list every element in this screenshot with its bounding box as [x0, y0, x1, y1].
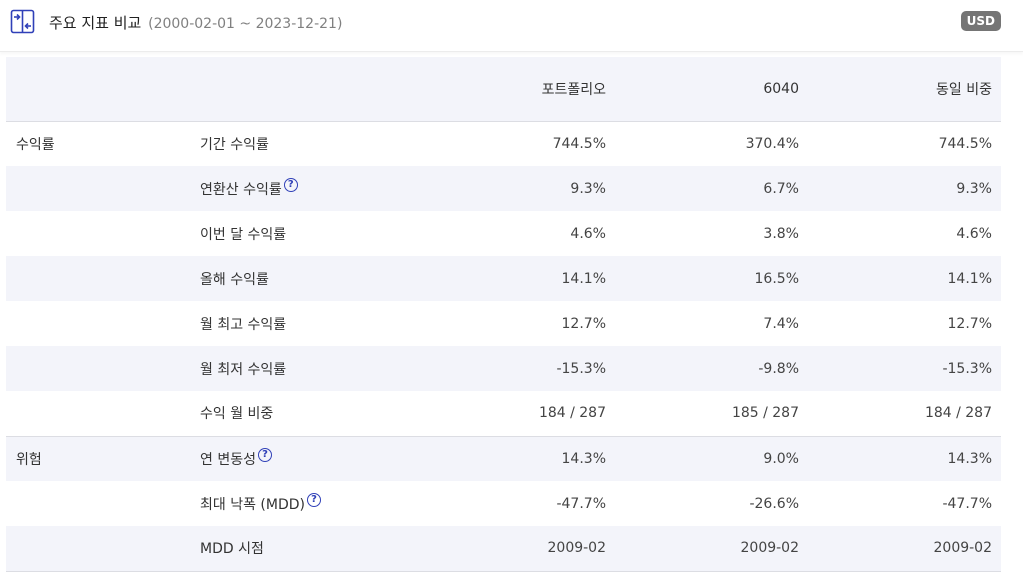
- value-cell: 7.4%: [763, 315, 799, 332]
- column-header: 6040: [615, 57, 808, 122]
- page-header: 주요 지표 비교 (2000-02-01 ~ 2023-12-21) USD: [0, 0, 1023, 52]
- value-cell: 14.1%: [947, 270, 992, 287]
- metrics-table: 포트폴리오 6040 동일 비중 수익률 기간 수익률 744.5% 370.4% 74…: [6, 57, 1001, 572]
- value-cell: 2009-02: [808, 526, 1001, 572]
- value-cell: 9.0%: [763, 450, 799, 467]
- category-label: 수익률: [16, 136, 55, 153]
- help-icon[interactable]: ?: [283, 178, 298, 192]
- value-cell: 6.7%: [763, 180, 799, 197]
- metric-cell: 기간 수익률: [198, 121, 423, 166]
- metric-label: 이번 달 수익률: [200, 226, 287, 243]
- value-cell: 744.5%: [552, 135, 606, 152]
- header-category: [6, 57, 198, 122]
- category-label: [6, 481, 198, 526]
- metric-cell: 연 변동성?: [198, 436, 423, 481]
- category-label: 위험: [16, 451, 42, 468]
- value-cell: 12.7%: [947, 315, 992, 332]
- metric-cell: MDD 시점: [198, 526, 423, 572]
- metric-label: MDD 시점: [200, 541, 264, 558]
- table-row: 월 최저 수익률 -15.3% -9.8% -15.3%: [6, 346, 1001, 391]
- value-cell: 185 / 287: [615, 391, 808, 437]
- metric-label: 수익 월 비중: [200, 406, 274, 423]
- page-title: 주요 지표 비교 (2000-02-01 ~ 2023-12-21): [49, 12, 342, 33]
- column-header: 포트폴리오: [423, 57, 615, 122]
- table-row: 연환산 수익률? 9.3% 6.7% 9.3%: [6, 166, 1001, 211]
- table-row: 수익률 기간 수익률 744.5% 370.4% 744.5%: [6, 121, 1001, 166]
- metric-label: 연 변동성: [200, 452, 256, 469]
- metric-cell: 최대 낙폭 (MDD)?: [198, 481, 423, 526]
- help-icon[interactable]: ?: [257, 448, 272, 463]
- table-row: 이번 달 수익률 4.6% 3.8% 4.6%: [6, 211, 1001, 256]
- header-metric: [198, 57, 423, 122]
- value-cell: -15.3%: [556, 360, 606, 377]
- metric-cell: 올해 수익률: [198, 256, 423, 301]
- metric-label: 월 최고 수익률: [200, 316, 287, 333]
- value-cell: 3.8%: [763, 225, 799, 242]
- value-cell: 12.7%: [561, 315, 606, 332]
- metric-label: 월 최저 수익률: [200, 361, 287, 378]
- metric-cell: 수익 월 비중: [198, 391, 423, 437]
- value-cell: 370.4%: [745, 135, 799, 152]
- help-icon[interactable]: ?: [306, 493, 321, 507]
- metric-cell: 월 최저 수익률: [198, 346, 423, 391]
- category-label: [6, 301, 198, 346]
- column-header: 동일 비중: [808, 57, 1001, 122]
- metric-label: 기간 수익률: [200, 136, 269, 153]
- metric-label: 최대 낙폭 (MDD): [200, 497, 305, 513]
- value-cell: 4.6%: [570, 225, 606, 242]
- table-row: MDD 시점 2009-02 2009-02 2009-02: [6, 526, 1001, 572]
- table-row: 위험 연 변동성? 14.3% 9.0% 14.3%: [6, 436, 1001, 481]
- value-cell: 2009-02: [423, 526, 615, 572]
- category-label: [6, 211, 198, 256]
- table-row: 월 최고 수익률 12.7% 7.4% 12.7%: [6, 301, 1001, 346]
- currency-badge[interactable]: USD: [960, 11, 1001, 31]
- value-cell: 14.3%: [561, 450, 606, 467]
- value-cell: 744.5%: [938, 135, 992, 152]
- metric-label: 연환산 수익률: [200, 182, 282, 198]
- metric-cell: 연환산 수익률?: [198, 166, 423, 211]
- metric-cell: 이번 달 수익률: [198, 211, 423, 256]
- value-cell: -9.8%: [758, 360, 799, 377]
- value-cell: 4.6%: [956, 225, 992, 242]
- value-cell: -15.3%: [942, 360, 992, 377]
- table-row: 올해 수익률 14.1% 16.5% 14.1%: [6, 256, 1001, 301]
- value-cell: 14.3%: [947, 450, 992, 467]
- metrics-table-container: 포트폴리오 6040 동일 비중 수익률 기간 수익률 744.5% 370.4% 74…: [6, 57, 1001, 572]
- value-cell: 184 / 287: [808, 391, 1001, 437]
- table-row: 최대 낙폭 (MDD)? -47.7% -26.6% -47.7%: [6, 481, 1001, 526]
- value-cell: -26.6%: [749, 495, 799, 512]
- value-cell: 9.3%: [570, 180, 606, 197]
- metric-label: 올해 수익률: [200, 271, 269, 288]
- category-label: [6, 346, 198, 391]
- value-cell: 2009-02: [615, 526, 808, 572]
- date-range: (2000-02-01 ~ 2023-12-21): [148, 16, 343, 32]
- category-label: [6, 166, 198, 211]
- value-cell: 184 / 287: [423, 391, 615, 437]
- category-label: [6, 526, 198, 572]
- category-label: [6, 391, 198, 437]
- category-label: [6, 256, 198, 301]
- value-cell: -47.7%: [942, 495, 992, 512]
- compare-arrows-icon: [10, 9, 35, 34]
- table-row: 수익 월 비중 184 / 287 185 / 287 184 / 287: [6, 391, 1001, 437]
- page-title-text: 주요 지표 비교: [49, 14, 142, 32]
- table-header-row: 포트폴리오 6040 동일 비중: [6, 57, 1001, 122]
- metric-cell: 월 최고 수익률: [198, 301, 423, 346]
- value-cell: -47.7%: [556, 495, 606, 512]
- value-cell: 9.3%: [956, 180, 992, 197]
- value-cell: 14.1%: [561, 270, 606, 287]
- value-cell: 16.5%: [754, 270, 799, 287]
